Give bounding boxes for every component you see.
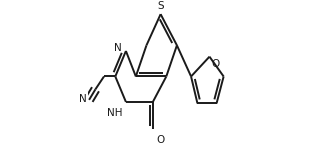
- Text: S: S: [157, 1, 164, 11]
- Text: NH: NH: [107, 108, 122, 118]
- Text: N: N: [79, 94, 87, 104]
- Text: N: N: [114, 43, 122, 53]
- Text: O: O: [212, 59, 220, 69]
- Text: O: O: [156, 135, 164, 145]
